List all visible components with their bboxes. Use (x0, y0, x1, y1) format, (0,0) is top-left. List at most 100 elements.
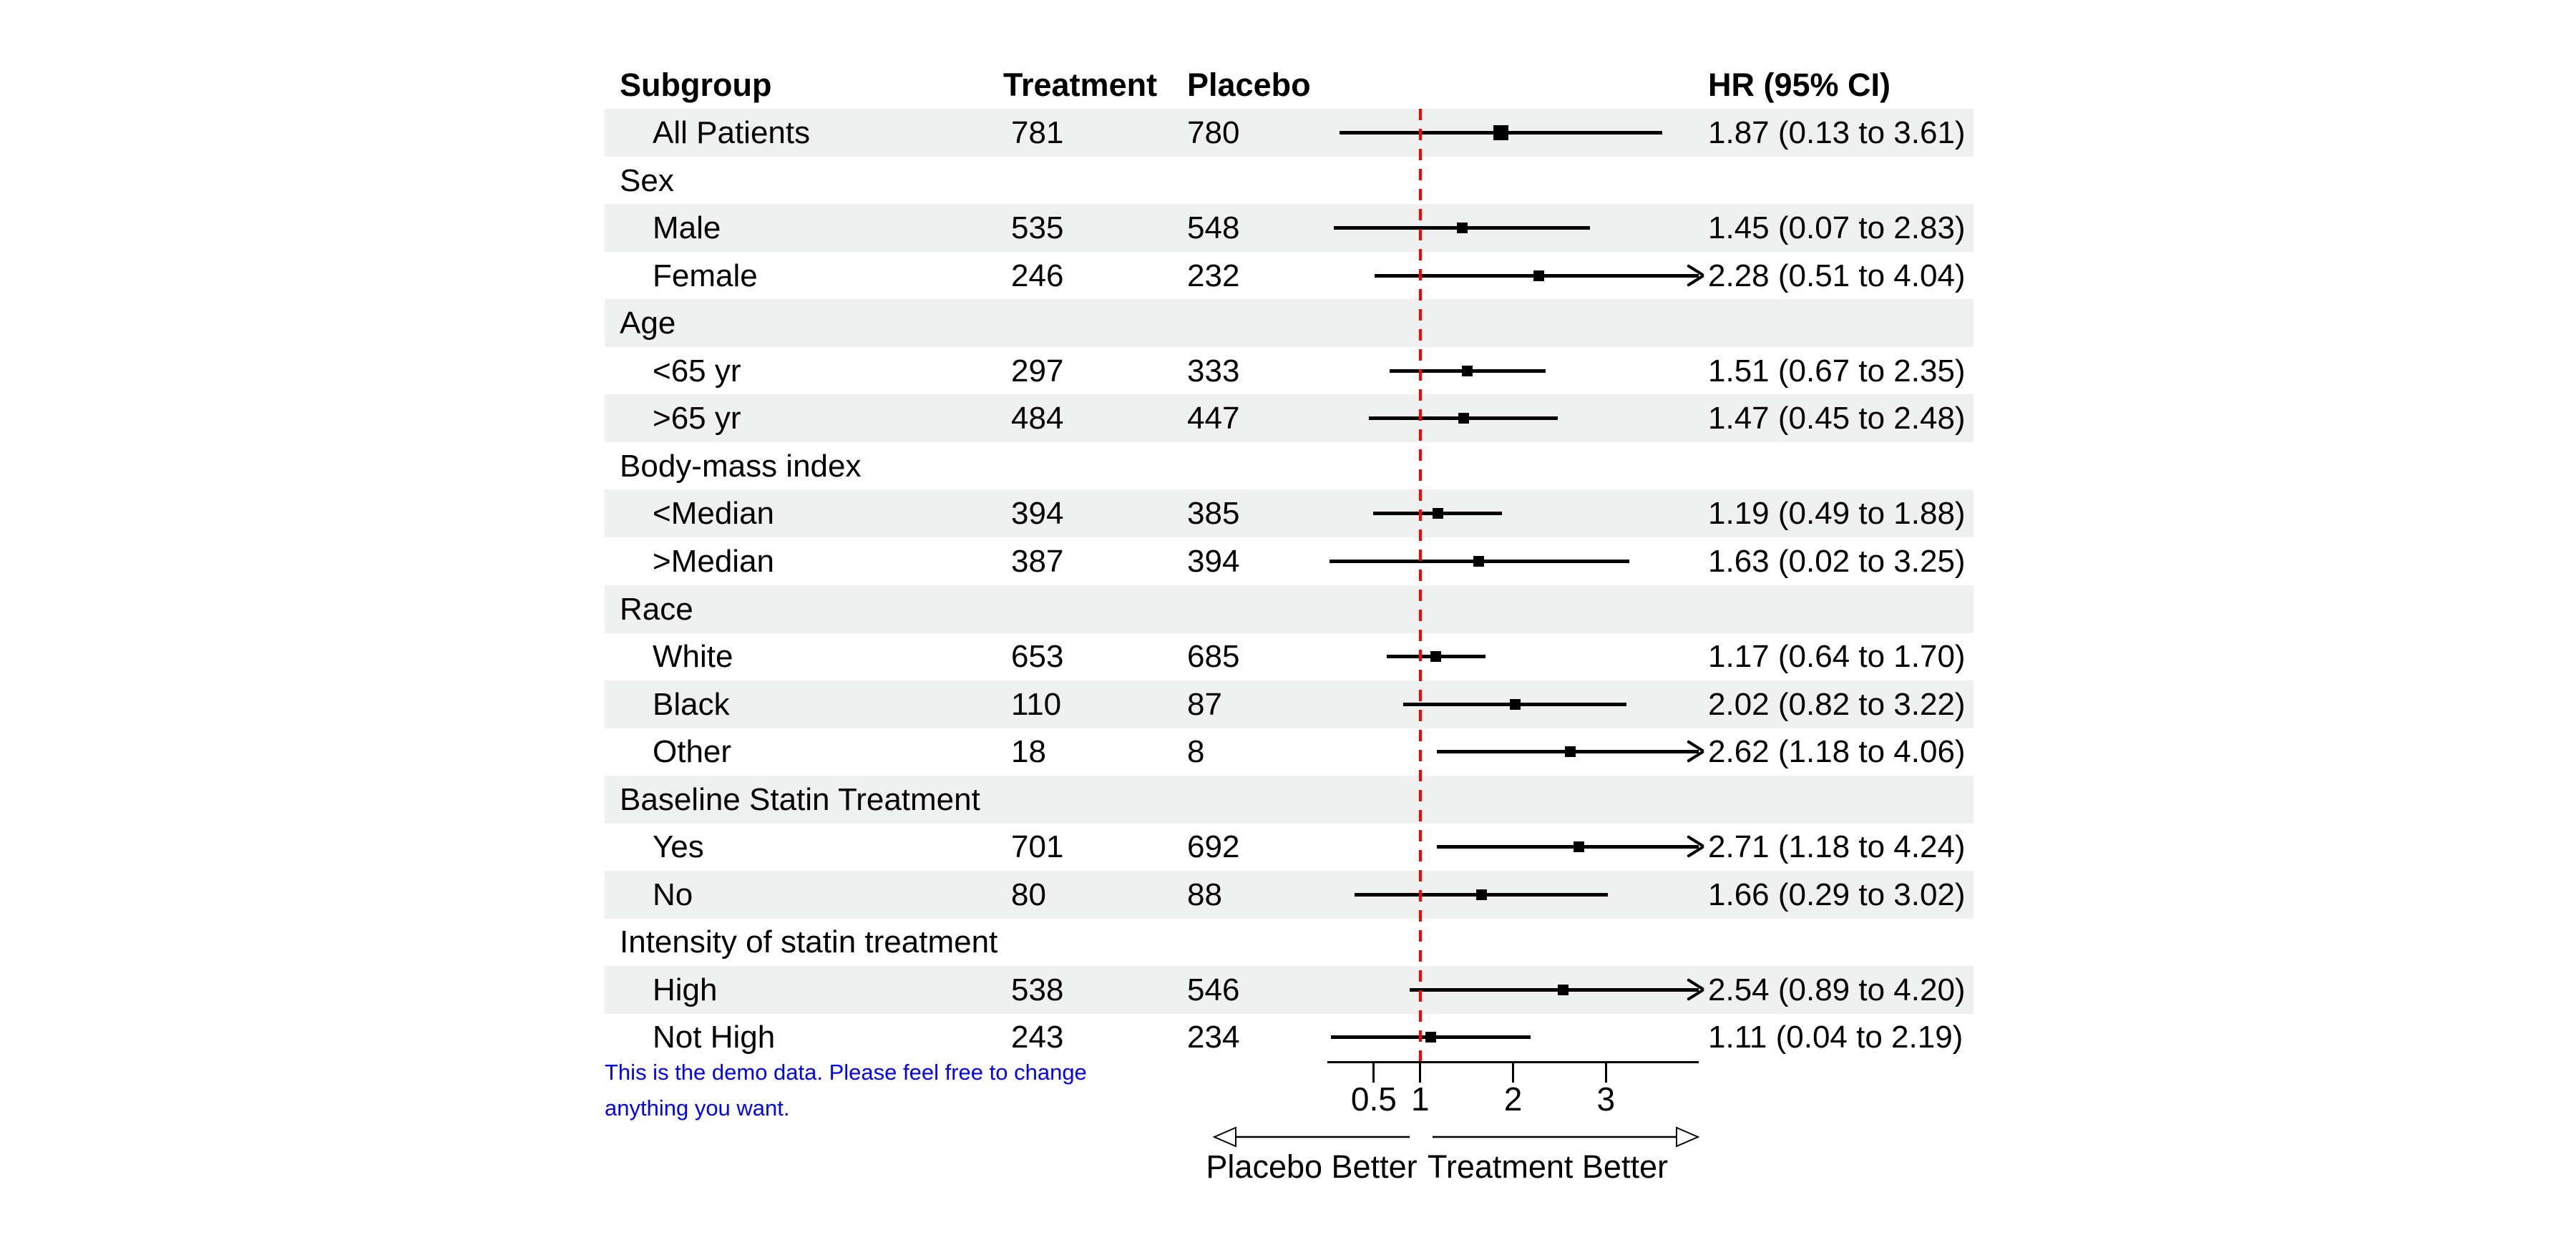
hr-ci-cell: 1.66 (0.29 to 3.02) (1708, 877, 1966, 912)
axis-tick-label: 0.5 (1350, 1080, 1397, 1118)
subgroup-cell: <Median (653, 496, 775, 531)
axis-tick-label: 2 (1503, 1080, 1523, 1118)
placebo-count-cell: 333 (1187, 353, 1240, 389)
axis-tick (1419, 1061, 1422, 1083)
table-row: Not High 243 234 1.11 (0.04 to 2.19) (605, 1013, 1974, 1061)
table-row: <Median 394 385 1.19 (0.49 to 1.88) (605, 489, 1974, 537)
hr-ci-cell: 2.28 (0.51 to 4.04) (1708, 258, 1966, 293)
subgroup-cell: >65 yr (653, 401, 741, 436)
treatment-count-cell: 394 (1011, 496, 1064, 531)
subgroup-cell: Intensity of statin treatment (620, 924, 998, 960)
axis-tick (1512, 1061, 1514, 1083)
column-header-hr-ci: HR (95% CI) (1708, 67, 1891, 103)
hr-ci-cell: 2.71 (1.18 to 4.24) (1708, 829, 1966, 864)
hr-marker (1493, 125, 1509, 140)
subgroup-cell: High (653, 972, 718, 1007)
table-row: Male 535 548 1.45 (0.07 to 2.83) (605, 204, 1974, 252)
hr-marker (1533, 270, 1545, 281)
subgroup-cell: Race (620, 592, 693, 627)
hr-marker (1565, 746, 1576, 757)
table-row: >Median 387 394 1.63 (0.02 to 3.25) (605, 537, 1974, 585)
placebo-count-cell: 88 (1187, 877, 1222, 912)
treatment-count-cell: 701 (1011, 829, 1064, 864)
hr-marker (1509, 698, 1521, 710)
subgroup-cell: Not High (653, 1020, 776, 1055)
treatment-count-cell: 484 (1011, 401, 1064, 436)
placebo-count-cell: 385 (1187, 496, 1240, 531)
demo-note-line-1: This is the demo data. Please feel free … (605, 1060, 1087, 1085)
table-row: White 653 685 1.17 (0.64 to 1.70) (605, 633, 1974, 680)
table-row: Other 18 8 2.62 (1.18 to 4.06) (605, 728, 1974, 776)
placebo-count-cell: 447 (1187, 401, 1240, 436)
hr-marker (1456, 222, 1468, 233)
subgroup-cell: Black (653, 687, 730, 722)
placebo-better-arrow-icon (1212, 1126, 1410, 1148)
demo-note-line-2: anything you want. (605, 1095, 790, 1120)
placebo-count-cell: 546 (1187, 972, 1240, 1007)
subgroup-cell: White (653, 639, 733, 674)
table-row: High 538 546 2.54 (0.89 to 4.20) (605, 966, 1974, 1014)
hr-ci-cell: 1.51 (0.67 to 2.35) (1708, 353, 1966, 389)
placebo-better-label: Placebo Better (1206, 1148, 1418, 1185)
placebo-count-cell: 685 (1187, 639, 1240, 674)
subgroup-cell: No (653, 877, 693, 912)
treatment-better-label: Treatment Better (1428, 1148, 1668, 1185)
hr-ci-cell: 2.62 (1.18 to 4.06) (1708, 734, 1966, 769)
table-row: <65 yr 297 333 1.51 (0.67 to 2.35) (605, 347, 1974, 395)
hr-marker (1430, 650, 1442, 662)
hr-marker (1475, 889, 1487, 900)
group-row: Age (605, 299, 1974, 347)
hr-ci-cell: 2.02 (0.82 to 3.22) (1708, 687, 1966, 722)
hr-marker (1425, 1031, 1436, 1043)
group-row: Race (605, 585, 1974, 633)
table-row: Yes 701 692 2.71 (1.18 to 4.24) (605, 823, 1974, 871)
treatment-count-cell: 781 (1011, 115, 1064, 150)
placebo-count-cell: 780 (1187, 115, 1240, 150)
treatment-count-cell: 535 (1011, 210, 1064, 245)
subgroup-cell: All Patients (653, 115, 811, 150)
treatment-count-cell: 653 (1011, 639, 1064, 674)
axis-tick (1372, 1061, 1375, 1083)
subgroup-cell: Male (653, 210, 721, 245)
table-row: No 80 88 1.66 (0.29 to 3.02) (605, 871, 1974, 919)
treatment-better-arrow-icon (1433, 1126, 1700, 1148)
hr-ci-cell: 1.87 (0.13 to 3.61) (1708, 115, 1966, 150)
subgroup-cell: >Median (653, 544, 775, 579)
hr-marker (1574, 841, 1585, 852)
table-row: Female 246 232 2.28 (0.51 to 4.04) (605, 252, 1974, 300)
direction-arrows (1212, 1126, 1700, 1148)
placebo-count-cell: 87 (1187, 687, 1222, 722)
axis-tick-label: 3 (1596, 1080, 1616, 1118)
placebo-count-cell: 394 (1187, 544, 1240, 579)
treatment-count-cell: 538 (1011, 972, 1064, 1007)
ci-line (1410, 987, 1699, 992)
hr-marker (1462, 365, 1473, 376)
placebo-count-cell: 234 (1187, 1020, 1240, 1055)
hr-ci-cell: 1.19 (0.49 to 1.88) (1708, 496, 1966, 531)
subgroup-cell: Female (653, 258, 758, 293)
subgroup-cell: Other (653, 734, 732, 769)
column-header-subgroup: Subgroup (620, 67, 772, 103)
hr-marker (1473, 555, 1484, 567)
axis-tick-label: 1 (1410, 1080, 1430, 1118)
treatment-count-cell: 80 (1011, 877, 1046, 912)
group-row: Sex (605, 157, 1974, 205)
hr-marker (1458, 412, 1470, 424)
table-row: Black 110 87 2.02 (0.82 to 3.22) (605, 680, 1974, 728)
placebo-count-cell: 548 (1187, 210, 1240, 245)
hr-ci-cell: 1.11 (0.04 to 2.19) (1708, 1020, 1963, 1055)
subgroup-cell: Baseline Statin Treatment (620, 782, 980, 817)
table-row: All Patients 781 780 1.87 (0.13 to 3.61) (605, 109, 1974, 157)
subgroup-cell: Sex (620, 163, 674, 198)
hr-marker (1558, 984, 1569, 995)
subgroup-cell: Yes (653, 829, 704, 864)
group-row: Body-mass index (605, 442, 1974, 490)
treatment-count-cell: 297 (1011, 353, 1064, 389)
ci-line (1437, 844, 1699, 849)
column-header-placebo: Placebo (1187, 67, 1311, 103)
axis-tick (1604, 1061, 1607, 1083)
treatment-count-cell: 18 (1011, 734, 1046, 769)
treatment-count-cell: 387 (1011, 544, 1064, 579)
placebo-count-cell: 8 (1187, 734, 1205, 769)
placebo-count-cell: 232 (1187, 258, 1240, 293)
